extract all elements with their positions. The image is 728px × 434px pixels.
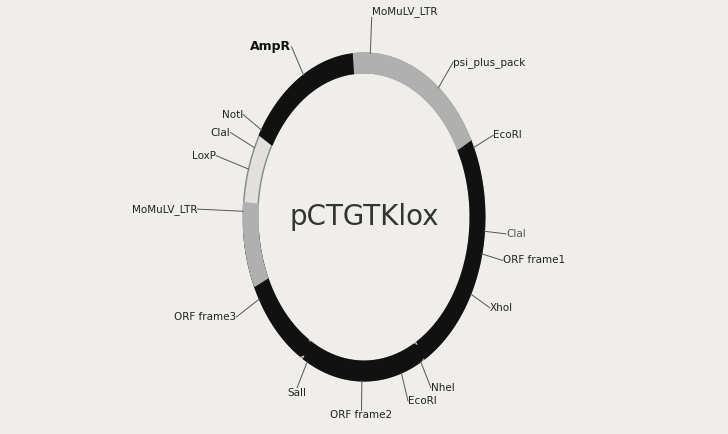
Text: ClaI: ClaI [210, 128, 231, 138]
Polygon shape [259, 54, 365, 145]
Text: pCTGTKlox: pCTGTKlox [289, 203, 439, 231]
Polygon shape [245, 242, 268, 286]
Text: MoMuLV_LTR: MoMuLV_LTR [132, 204, 197, 214]
Text: ORF frame3: ORF frame3 [174, 312, 237, 322]
Text: SalI: SalI [288, 388, 306, 398]
Text: MoMuLV_LTR: MoMuLV_LTR [372, 7, 438, 17]
Text: EcoRI: EcoRI [493, 130, 522, 140]
Text: ORF frame1: ORF frame1 [503, 256, 565, 266]
Text: LoxP: LoxP [192, 151, 216, 161]
Text: XhoI: XhoI [490, 303, 513, 313]
Polygon shape [354, 53, 395, 78]
Text: NheI: NheI [431, 383, 455, 393]
Text: AmpR: AmpR [250, 40, 291, 53]
Polygon shape [304, 342, 427, 381]
Polygon shape [392, 59, 470, 149]
Polygon shape [243, 203, 259, 246]
Text: psi_plus_pack: psi_plus_pack [454, 56, 526, 68]
Polygon shape [243, 53, 485, 381]
Polygon shape [244, 230, 314, 356]
Text: ORF frame2: ORF frame2 [331, 410, 392, 421]
Text: NotI: NotI [222, 109, 243, 119]
Text: ClaI: ClaI [506, 229, 526, 239]
Text: EcoRI: EcoRI [408, 396, 437, 406]
Polygon shape [417, 136, 485, 359]
